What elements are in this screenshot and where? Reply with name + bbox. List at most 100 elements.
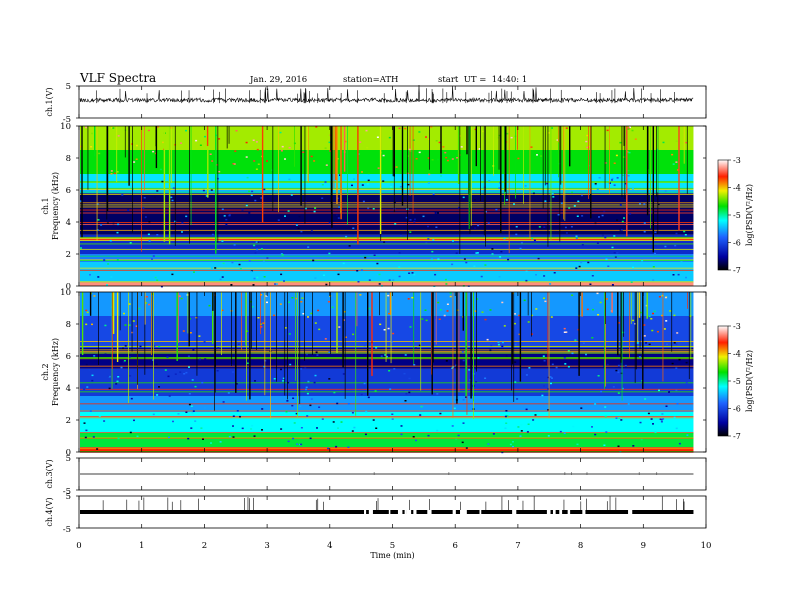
- speckle: [573, 205, 576, 207]
- speckle: [617, 370, 620, 372]
- colorbar-label: log(PSD(V²/Hz): [745, 184, 754, 246]
- sferic: [558, 126, 559, 178]
- speckle: [245, 204, 248, 207]
- speckle: [551, 127, 553, 129]
- sferic: [504, 126, 506, 192]
- sferic: [151, 292, 153, 355]
- colorbar-tick-label: -5: [733, 377, 741, 386]
- x-tick-label: 5: [390, 541, 395, 551]
- sferic: [215, 292, 216, 367]
- speckle: [152, 150, 155, 153]
- sferic: [94, 126, 96, 157]
- speckle: [280, 150, 283, 152]
- speckle: [680, 261, 683, 263]
- speckle: [321, 184, 324, 186]
- speckle: [110, 173, 113, 175]
- narrowband-line: [80, 341, 694, 342]
- speckle: [222, 401, 225, 403]
- speckle: [671, 362, 674, 365]
- sferic: [604, 292, 605, 389]
- sferic: [605, 292, 606, 387]
- speckle: [307, 316, 309, 318]
- speckle: [664, 296, 667, 299]
- speckle: [657, 203, 660, 205]
- ch4-gap: [552, 509, 556, 515]
- speckle: [314, 207, 317, 209]
- speckle: [377, 167, 380, 169]
- y-axis-label-frequency: Frequency (kHz): [51, 172, 60, 240]
- speckle: [237, 343, 240, 345]
- speckle: [648, 343, 651, 346]
- speckle: [104, 324, 107, 327]
- speckle: [287, 210, 290, 212]
- speckle: [620, 229, 623, 231]
- speckle: [413, 273, 416, 276]
- speckle: [336, 158, 339, 160]
- speckle: [556, 139, 559, 141]
- sferic: [483, 126, 485, 236]
- speckle: [420, 405, 423, 408]
- speckle: [652, 312, 654, 315]
- colorbar: [717, 325, 729, 437]
- speckle: [547, 409, 550, 411]
- sferic: [196, 292, 198, 376]
- speckle: [576, 443, 579, 446]
- sferic: [151, 292, 152, 356]
- ch1-waveform: 5 -5 ch.1(V): [45, 82, 707, 125]
- speckle: [275, 283, 278, 285]
- speckle: [499, 256, 502, 258]
- speckle: [310, 230, 313, 232]
- speckle: [190, 405, 193, 407]
- speckle: [261, 408, 264, 410]
- spectrum-band: [80, 254, 694, 262]
- speckle: [575, 235, 578, 237]
- sferic: [128, 126, 130, 186]
- speckle: [673, 342, 676, 344]
- speckle: [383, 241, 386, 243]
- speckle: [188, 366, 190, 368]
- y-axis-label: ch.3(V): [45, 459, 54, 488]
- speckle: [418, 151, 421, 154]
- speckle: [578, 265, 581, 268]
- sferic: [493, 126, 494, 176]
- speckle: [422, 215, 425, 218]
- narrowband-line: [80, 202, 694, 204]
- sferic: [389, 292, 392, 315]
- speckle: [388, 370, 391, 372]
- speckle: [408, 391, 411, 394]
- x-tick-label: 8: [578, 541, 583, 551]
- colorbar-tick-label: -5: [733, 211, 741, 220]
- speckle: [338, 206, 341, 208]
- speckle: [498, 276, 501, 278]
- narrowband-line: [80, 403, 694, 405]
- speckle: [310, 312, 313, 315]
- sferic: [379, 126, 382, 234]
- speckle: [256, 148, 259, 151]
- speckle: [324, 147, 327, 149]
- speckle: [302, 313, 305, 315]
- speckle: [367, 207, 370, 210]
- speckle: [254, 380, 256, 382]
- speckle: [442, 179, 444, 181]
- speckle: [444, 278, 447, 281]
- speckle: [412, 436, 415, 438]
- speckle: [523, 299, 526, 302]
- speckle: [545, 182, 548, 185]
- speckle: [353, 426, 356, 429]
- speckle: [648, 315, 651, 317]
- speckle: [665, 405, 668, 407]
- speckle: [661, 314, 664, 317]
- y-axis-label: ch.1(V): [45, 87, 54, 116]
- y-tick-label: 6: [66, 186, 71, 196]
- ch4-gap: [364, 509, 367, 515]
- speckle: [437, 158, 439, 161]
- speckle: [362, 396, 365, 399]
- y-axis-label-channel: ch.2: [41, 363, 50, 380]
- speckle: [600, 390, 603, 393]
- spectrum-band: [80, 193, 694, 235]
- speckle: [199, 358, 201, 361]
- sferic: [116, 292, 119, 362]
- speckle: [248, 190, 251, 193]
- sferic: [508, 126, 510, 254]
- ch2-spectrogram-colorbar: -3 -4 -5 -6 -7 log(PSD(V²/Hz): [717, 322, 754, 441]
